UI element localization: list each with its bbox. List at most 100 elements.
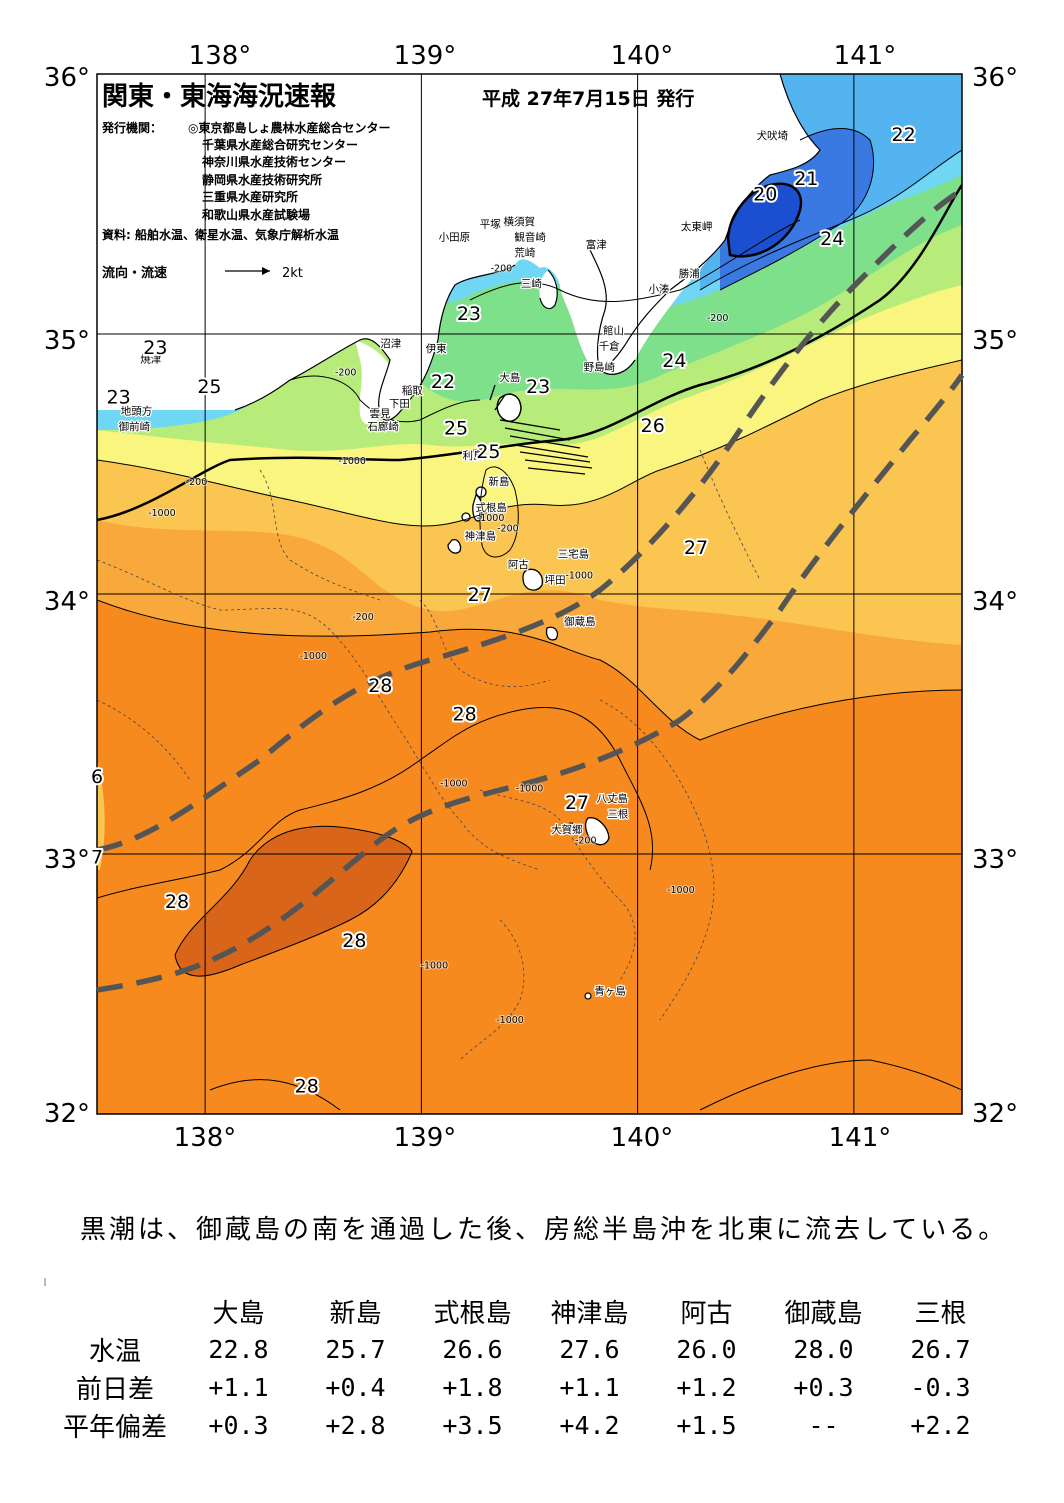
place-label: 稲取 <box>402 385 423 397</box>
current-legend-label: 流向・流速 <box>102 265 167 281</box>
table-cell: -- <box>808 1410 839 1440</box>
zone-20 <box>728 183 801 256</box>
temperature-label-layer: 22 21 20 24 23 23 25 23 22 23 24 25 26 25 27 27 28 28 6 7 27… <box>89 122 918 1100</box>
depth-label: -1000 <box>477 513 505 524</box>
depth-label: -1000 <box>496 1015 524 1026</box>
place-label: 八丈島 <box>597 792 629 805</box>
temperature-label: 22 <box>431 371 455 393</box>
table-cell: -0.3 <box>910 1372 971 1402</box>
place-label: 小田原 <box>439 231 471 243</box>
lat-label-left-36: 36° <box>44 63 90 93</box>
axis-labels: 138° 139° 140° 141° 138° 139° 140° 141° … <box>44 41 1018 1153</box>
table-cell: +1.1 <box>208 1372 269 1402</box>
place-label: 地頭方 <box>121 405 153 418</box>
graticule <box>97 74 962 1114</box>
map-header: 関東・東海海況速報 平成 27年7月15日 発行 発行機関： ◎東京都島しょ農林… <box>101 82 694 281</box>
table-cell: +1.2 <box>676 1372 737 1402</box>
lon-label-top-139: 139° <box>394 41 457 71</box>
lat-label-left-35: 35° <box>44 326 90 356</box>
table-cell: +4.2 <box>559 1410 620 1440</box>
depth-label: -200 <box>497 524 519 535</box>
table-cell: +0.4 <box>325 1372 386 1402</box>
place-label: 雲見 <box>369 408 390 420</box>
temperature-label: 7 <box>91 847 103 869</box>
depth-contours <box>97 449 761 1061</box>
place-label: 横須賀 <box>504 215 536 228</box>
station-stats-table: 大島 新島 式根島 神津島 阿古 御蔵島 三根 水温 22.8 25.7 26.… <box>50 1292 999 1444</box>
issuer-3: 神奈川県水産技術センター <box>202 154 346 169</box>
place-label: 御前崎 <box>119 420 151 433</box>
place-label: 千倉 <box>599 340 620 353</box>
place-label: 小湊 <box>648 282 669 295</box>
issuer-2: 千葉県水産総合研究センター <box>202 137 358 152</box>
current-vectors <box>489 384 593 475</box>
place-label: 三崎 <box>521 277 542 290</box>
depth-label: -200 <box>491 264 513 275</box>
table-cell: 25.7 <box>325 1334 386 1364</box>
island-oshima <box>496 393 522 422</box>
lon-label-bottom-139: 139° <box>394 1123 457 1153</box>
depth-label: -1000 <box>667 885 695 896</box>
map-title: 関東・東海海況速報 <box>102 82 337 112</box>
temperature-label: 27 <box>565 792 589 814</box>
temperature-label: 25 <box>197 376 221 398</box>
place-label: 青ヶ島 <box>594 984 626 997</box>
depth-label-layer: -200-200-200-1000-1000 -1000-200-1000-200… <box>147 263 729 1027</box>
isotherms <box>97 127 962 1111</box>
table-cell: +0.3 <box>793 1372 854 1402</box>
place-label: 伊東 <box>426 342 447 355</box>
kuroshio-north <box>96 187 964 853</box>
place-label: 荒崎 <box>514 246 535 259</box>
current-legend-scale: 2kt <box>282 266 303 281</box>
issuers-label: 発行機関： <box>101 120 162 135</box>
lat-label-right-34: 34° <box>972 587 1018 617</box>
place-label: 大島 <box>499 371 520 384</box>
temperature-label: 6 <box>91 766 103 788</box>
arrow-head-icon <box>262 267 270 275</box>
depth-label: -200 <box>186 477 208 488</box>
depth-label: -1000 <box>421 960 449 971</box>
temperature-label: 25 <box>444 418 468 440</box>
place-label: 焼津 <box>140 354 161 366</box>
island-kozushima <box>447 539 462 554</box>
temperature-label: 27 <box>684 537 708 559</box>
issuer-5: 三重県水産研究所 <box>202 189 298 204</box>
temperature-label: 22 <box>892 124 916 146</box>
summary-text: 黒潮は、御蔵島の南を通過した後、房総半島沖を北東に流去している。 <box>80 1215 1008 1245</box>
depth-label: -1000 <box>565 570 593 581</box>
table-cell: 27.6 <box>559 1334 620 1364</box>
temperature-label: 24 <box>820 228 844 250</box>
lon-label-top-141: 141° <box>834 41 897 71</box>
depth-label: -1000 <box>516 784 544 795</box>
land-izu <box>355 340 393 425</box>
table-cell: 26.6 <box>442 1334 503 1364</box>
issuer-4: 静岡県水産技術研究所 <box>202 172 322 187</box>
place-label: 式根島 <box>475 501 507 514</box>
place-label: 大賀郷 <box>551 823 583 836</box>
temperature-label: 28 <box>453 704 477 726</box>
lat-label-left-33: 33° <box>44 845 90 875</box>
land-miura <box>539 270 558 309</box>
kuroshio-south <box>96 373 965 993</box>
place-label: 観音崎 <box>514 230 546 243</box>
station-header: 三根 <box>914 1298 967 1329</box>
temperature-label: 21 <box>794 168 818 190</box>
temperature-label: 23 <box>526 376 550 398</box>
station-header: 阿古 <box>680 1298 733 1329</box>
table-cell: +1.1 <box>559 1372 620 1402</box>
depth-label: -200 <box>352 612 374 623</box>
data-source: 資料: 船舶水温、衛星水温、気象庁解析水温 <box>102 227 339 242</box>
place-label: 犬吠埼 <box>757 129 789 142</box>
temperature-label: 28 <box>165 891 189 913</box>
lon-label-bottom-138: 138° <box>174 1123 237 1153</box>
temperature-label: 27 <box>468 584 492 606</box>
lon-label-top-138: 138° <box>189 41 252 71</box>
temperature-label: 20 <box>753 184 777 206</box>
island-mikurajima <box>545 626 559 641</box>
temperature-label: 28 <box>342 930 366 952</box>
temperature-label: 26 <box>641 415 665 437</box>
table-cell: 26.0 <box>676 1334 737 1364</box>
stats-corner <box>50 1292 180 1330</box>
temperature-label: 23 <box>107 386 131 408</box>
table-cell: +1.8 <box>442 1372 503 1402</box>
